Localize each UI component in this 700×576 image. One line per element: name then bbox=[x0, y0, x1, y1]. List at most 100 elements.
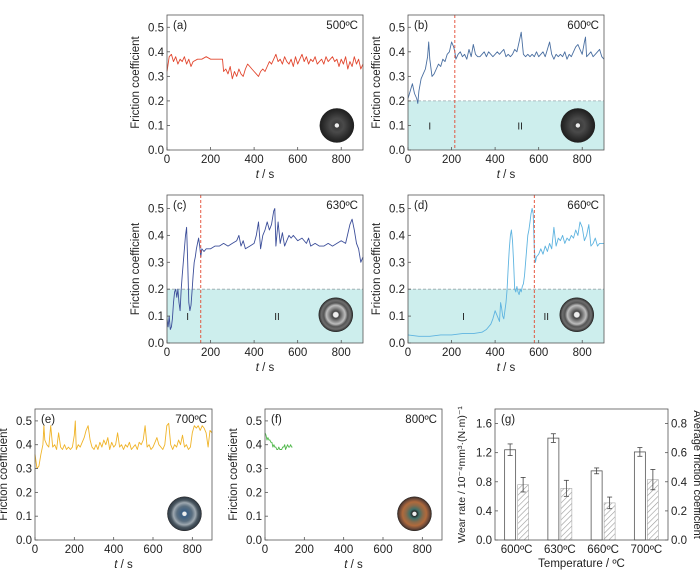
x-tick-label: 800 bbox=[332, 347, 351, 359]
temperature-label: 700ºC bbox=[175, 414, 207, 426]
y-tick-label: 0.3 bbox=[16, 464, 32, 476]
plot-frame bbox=[166, 14, 364, 151]
x-tick-label: 200 bbox=[442, 347, 461, 359]
region-label: I bbox=[428, 121, 431, 132]
y-tick-label: 0.0 bbox=[148, 338, 164, 350]
disc-center-hole bbox=[182, 511, 187, 516]
x-axis-label-variable: t bbox=[114, 559, 118, 571]
x-axis-label-unit: / s bbox=[500, 362, 516, 374]
y-tick-label: 0.3 bbox=[246, 464, 262, 476]
y-tick-label: 0.3 bbox=[389, 257, 405, 269]
y-tick-label: 0.1 bbox=[389, 311, 405, 323]
x-tick-label: 800 bbox=[413, 544, 432, 556]
temperature-label: 600ºC bbox=[567, 20, 599, 32]
x-tick-label: 400 bbox=[486, 154, 505, 166]
category-label: 660ºC bbox=[587, 544, 619, 556]
y-tick-label: 0.4 bbox=[389, 47, 406, 59]
wear-rate-bar bbox=[504, 449, 517, 541]
x-tick-label: 400 bbox=[245, 154, 264, 166]
y-tick-label: 0.2 bbox=[16, 487, 32, 499]
panel-f: 0 200 400 600 800 0.0 0.1 0.2 0.3 0.4 0.5 t / s Fric… bbox=[228, 408, 443, 571]
disc-center-hole bbox=[412, 511, 417, 516]
friction-error-bar bbox=[563, 479, 569, 497]
x-axis-label: t / s bbox=[114, 559, 133, 571]
x-tick-label: 600 bbox=[529, 154, 548, 166]
x-axis-label-variable: t bbox=[256, 169, 260, 181]
y-tick-label-left: 0.4 bbox=[476, 506, 493, 518]
y-axis-label: Friction coefficient bbox=[371, 222, 383, 315]
y-tick-label-left: 0.0 bbox=[476, 535, 492, 547]
region-label: II bbox=[544, 312, 550, 323]
temperature-label: 630ºC bbox=[326, 200, 358, 212]
category-label: 600ºC bbox=[501, 544, 533, 556]
y-tick-label: 0.3 bbox=[389, 71, 405, 83]
friction-curve bbox=[34, 420, 213, 469]
y-tick-label-right: 0.0 bbox=[671, 535, 687, 547]
y-axis-label: Friction coefficient bbox=[0, 427, 10, 520]
x-axis-label: t / s bbox=[497, 362, 516, 374]
y-tick-label: 0.4 bbox=[16, 440, 33, 452]
y-tick-label: 0.0 bbox=[16, 535, 32, 547]
y-tick-label: 0.5 bbox=[389, 203, 405, 215]
x-tick-label: 600 bbox=[529, 347, 548, 359]
x-axis-label: t / s bbox=[256, 169, 275, 181]
region-label: I bbox=[462, 312, 465, 323]
wear-rate-error-bar bbox=[507, 443, 513, 456]
x-tick-label: 600 bbox=[143, 544, 162, 556]
x-axis-label-variable: t bbox=[497, 169, 501, 181]
x-tick-label: 800 bbox=[573, 347, 592, 359]
y-tick-label-right: 0.2 bbox=[671, 506, 687, 518]
x-tick-label: 200 bbox=[65, 544, 84, 556]
x-tick-label: 800 bbox=[573, 154, 592, 166]
y-tick-label: 0.4 bbox=[389, 230, 406, 242]
y-tick-label: 0.1 bbox=[148, 120, 164, 132]
y-axis-label: Friction coefficient bbox=[228, 427, 240, 520]
y-tick-label: 0.5 bbox=[246, 416, 262, 428]
panel-e: 0 200 400 600 800 0.0 0.1 0.2 0.3 0.4 0.5 t / s Fric… bbox=[0, 408, 213, 571]
panel-label: (d) bbox=[414, 200, 428, 212]
y-tick-label-left: 1.6 bbox=[476, 419, 492, 431]
y-axis-label: Friction coefficient bbox=[130, 222, 142, 315]
y-axis-label-right: Average friction coefficient bbox=[691, 410, 700, 539]
y-tick-label: 0.5 bbox=[148, 22, 164, 34]
y-tick-label-left: 1.2 bbox=[476, 448, 492, 460]
y-tick-label: 0.1 bbox=[16, 511, 32, 523]
y-tick-label: 0.4 bbox=[246, 440, 263, 452]
y-tick-label: 0.0 bbox=[389, 145, 405, 157]
y-tick-label: 0.0 bbox=[389, 338, 405, 350]
x-tick-label: 0 bbox=[32, 544, 38, 556]
x-axis-label-variable: t bbox=[344, 559, 348, 571]
y-tick-label-right: 0.8 bbox=[671, 419, 687, 431]
y-tick-label: 0.2 bbox=[148, 96, 164, 108]
region-label: II bbox=[517, 121, 523, 132]
wear-rate-error-bar bbox=[594, 467, 600, 475]
friction-curve bbox=[407, 31, 605, 104]
panel-g: 600ºC 630ºC 660ºC 700ºC 0.0 0.4 0.8 1.2 1.6 0.0 0.… bbox=[456, 406, 700, 570]
disc-center-hole bbox=[574, 312, 579, 317]
panel-a: 0 200 400 600 800 0.0 0.1 0.2 0.3 0.4 0.5 t / s Fric… bbox=[130, 14, 364, 181]
y-tick-label-right: 0.6 bbox=[671, 448, 687, 460]
wear-rate-bar bbox=[547, 437, 560, 541]
temperature-label: 800ºC bbox=[405, 414, 437, 426]
disc-center-hole bbox=[575, 123, 581, 128]
plot-frame bbox=[407, 14, 605, 151]
x-axis-label-variable: t bbox=[497, 362, 501, 374]
x-tick-label: 800 bbox=[183, 544, 202, 556]
x-tick-label: 0 bbox=[262, 544, 268, 556]
x-tick-label: 200 bbox=[201, 347, 220, 359]
x-tick-label: 200 bbox=[442, 154, 461, 166]
x-tick-label: 400 bbox=[334, 544, 353, 556]
x-tick-label: 600 bbox=[288, 154, 307, 166]
x-tick-label: 600 bbox=[288, 347, 307, 359]
x-axis-label-unit: / s bbox=[259, 362, 275, 374]
y-tick-label: 0.2 bbox=[389, 96, 405, 108]
x-axis-label: t / s bbox=[497, 169, 516, 181]
friction-coefficient-bar bbox=[517, 484, 529, 541]
friction-curve bbox=[166, 53, 364, 80]
friction-error-bar bbox=[607, 496, 613, 510]
y-tick-label: 0.2 bbox=[389, 284, 405, 296]
y-tick-label: 0.4 bbox=[148, 230, 165, 242]
y-tick-label-left: 0.8 bbox=[476, 477, 492, 489]
y-axis-label: Friction coefficient bbox=[130, 35, 142, 128]
